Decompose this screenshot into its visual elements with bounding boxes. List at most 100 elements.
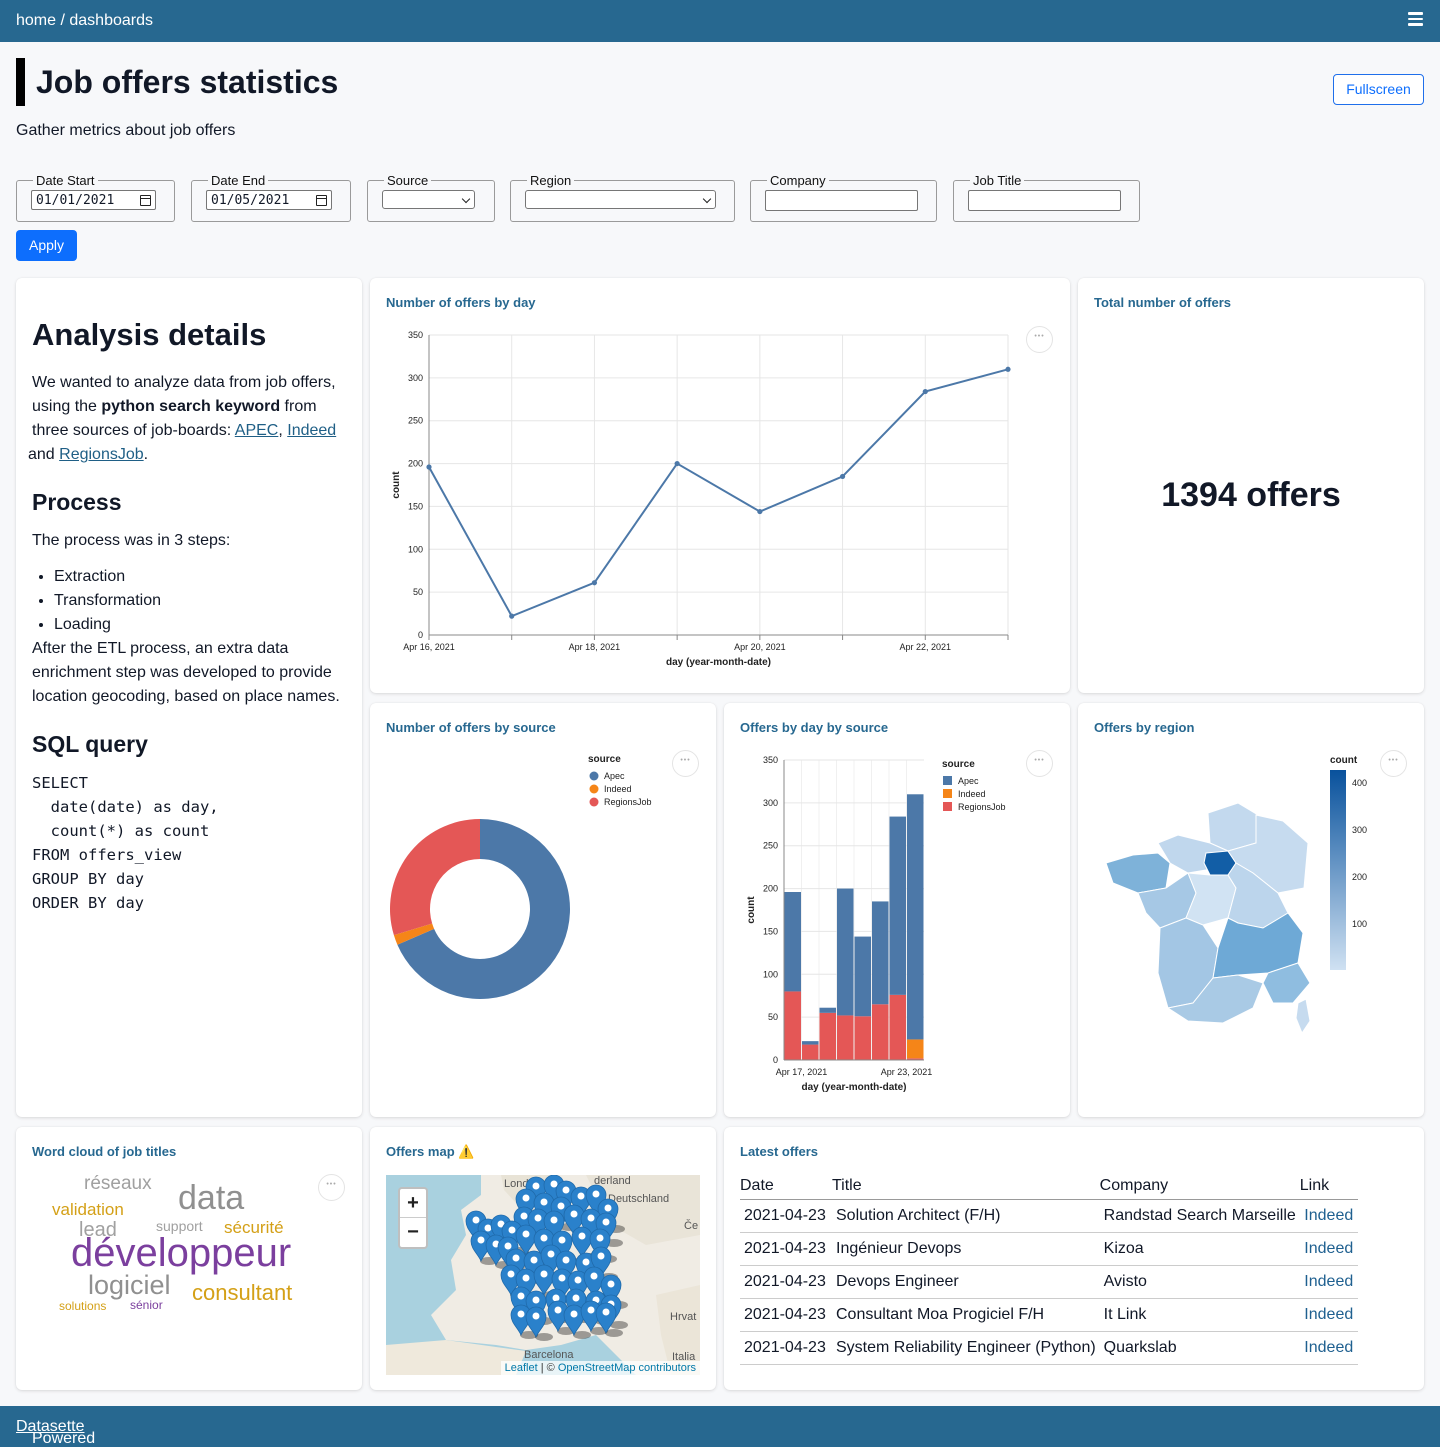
filter-company: Company: [750, 173, 937, 222]
map-marker-dot: [520, 1212, 528, 1220]
offers-map[interactable]: Londo derland Deutschland Če Hrvat Barce…: [386, 1175, 700, 1375]
map-marker-dot: [587, 1214, 595, 1222]
bar-segment: [784, 991, 801, 1060]
source-select[interactable]: [382, 190, 475, 209]
cell-link[interactable]: Indeed: [1299, 1199, 1358, 1233]
sql-heading: SQL query: [32, 731, 148, 757]
map-marker-pin-icon: [515, 1188, 537, 1221]
offers-by-day-title: Number of offers by day: [386, 295, 536, 310]
x-tick-label: Apr 17, 2021: [776, 1067, 828, 1077]
datasette-link[interactable]: Datasette: [16, 1418, 85, 1435]
breadcrumb-current: dashboards: [69, 12, 153, 29]
data-point: [674, 460, 680, 467]
intro-text: We wanted to analyze data from job offer…: [32, 374, 336, 415]
table-row: 2021-04-23 Devops Engineer Avisto Indeed: [740, 1265, 1358, 1299]
region-provence-alpes-cote-dazur[interactable]: [1262, 962, 1311, 1004]
cell-link[interactable]: Indeed: [1299, 1232, 1358, 1266]
cell-link[interactable]: Indeed: [1299, 1298, 1358, 1332]
hamburger-menu-icon[interactable]: [1408, 12, 1423, 26]
map-marker-dot: [596, 1234, 604, 1242]
indeed-link[interactable]: Indeed: [287, 422, 337, 439]
region-select[interactable]: [525, 190, 716, 209]
cell-date: 2021-04-23: [740, 1331, 832, 1365]
region-bretagne[interactable]: [1105, 852, 1171, 894]
footer-text: Powered by Datasette: [16, 1418, 95, 1447]
chart-actions-menu-icon[interactable]: [318, 1174, 345, 1201]
company-input[interactable]: [765, 190, 918, 211]
date-end-input[interactable]: 01/05/2021: [206, 190, 332, 210]
filter-date-start: Date Start 01/01/2021: [16, 173, 175, 222]
table-row: 2021-04-23 Ingénieur Devops Kizoa Indeed: [740, 1232, 1358, 1266]
map-marker-pin-icon: [551, 1268, 573, 1301]
y-tick-label: 200: [408, 459, 423, 469]
y-axis-title: count: [746, 896, 757, 924]
chart-actions-menu-icon[interactable]: [672, 750, 699, 777]
regionsjob-link[interactable]: RegionsJob: [59, 446, 144, 463]
word-cloud-card: Word cloud of job titles réseaux validati…: [16, 1127, 362, 1390]
fullscreen-button[interactable]: Fullscreen: [1333, 74, 1424, 105]
x-tick-label: Apr 20, 2021: [734, 642, 786, 652]
calendar-icon[interactable]: [316, 194, 327, 206]
intro-comma: ,: [278, 422, 288, 439]
y-tick-label: 50: [413, 587, 423, 597]
map-marker-dot: [517, 1310, 525, 1318]
cell-link[interactable]: Indeed: [1299, 1265, 1358, 1299]
leaflet-link[interactable]: Leaflet: [504, 1362, 538, 1374]
map-label: Če: [684, 1220, 699, 1232]
map-marker-dot: [587, 1306, 595, 1314]
date-start-input[interactable]: 01/01/2021: [31, 190, 156, 210]
footer: Powered by Datasette: [0, 1406, 1440, 1447]
intro-and: and: [28, 446, 60, 463]
zoom-out-button[interactable]: −: [407, 1221, 419, 1243]
map-label: Hrvat: [670, 1311, 697, 1323]
y-tick-label: 250: [763, 841, 778, 851]
map-marker-dot: [517, 1292, 525, 1300]
y-tick-label: 300: [763, 798, 778, 808]
column-header-link: Link: [1299, 1177, 1358, 1200]
map-marker-dot: [534, 1214, 542, 1222]
map-marker-dot: [504, 1242, 512, 1250]
legend-label: 400: [1352, 778, 1367, 788]
analysis-heading: Analysis details: [32, 317, 267, 352]
job-title-input[interactable]: [968, 190, 1121, 211]
filter-region: Region: [510, 173, 735, 222]
france-regions: [1105, 802, 1311, 1035]
map-zoom-control: + −: [398, 1187, 428, 1249]
map-marker-dot: [558, 1236, 566, 1244]
marker-shadow: [573, 1331, 591, 1339]
zoom-in-button[interactable]: +: [400, 1189, 426, 1218]
y-tick-label: 100: [408, 544, 423, 554]
word-cloud-word: support: [156, 1218, 203, 1234]
chart-actions-menu-icon[interactable]: [1026, 326, 1053, 353]
cell-title: Ingénieur Devops: [832, 1232, 1100, 1266]
cell-title: Solution Architect (F/H): [832, 1199, 1100, 1233]
cell-link[interactable]: Indeed: [1299, 1331, 1358, 1365]
word-cloud-word: validation: [52, 1200, 124, 1219]
map-label: derland: [594, 1175, 631, 1187]
legend-symbol: [943, 789, 952, 798]
calendar-icon[interactable]: [140, 194, 151, 206]
cell-company: Kizoa: [1099, 1232, 1300, 1266]
region-hauts-de-france[interactable]: [1207, 802, 1259, 852]
apec-link[interactable]: APEC: [234, 422, 279, 439]
analysis-markdown: Analysis details We wanted to analyze da…: [28, 316, 348, 915]
apply-button[interactable]: Apply: [16, 230, 77, 261]
chart-actions-menu-icon[interactable]: [1380, 750, 1407, 777]
x-tick-label: Apr 16, 2021: [403, 642, 455, 652]
filter-job-title-label: Job Title: [973, 173, 1022, 188]
filter-date-end-label: Date End: [211, 173, 266, 188]
word-cloud-word: développeur: [71, 1231, 292, 1275]
osm-link[interactable]: OpenStreetMap contributors: [557, 1362, 696, 1374]
legend-symbol: [589, 797, 599, 807]
chart-actions-menu-icon[interactable]: [1026, 750, 1053, 777]
legend-symbol: [589, 771, 599, 781]
y-tick-label: 50: [768, 1012, 778, 1022]
legend-title: source: [588, 754, 621, 765]
cell-date: 2021-04-23: [740, 1232, 832, 1266]
region-corse[interactable]: [1295, 998, 1311, 1035]
total-offers-value: 1394 offers: [1161, 476, 1341, 514]
map-markers[interactable]: [386, 1175, 700, 1375]
bar-segment: [819, 1007, 836, 1013]
breadcrumb-home-link[interactable]: home: [16, 12, 57, 29]
latest-offers-table: Date Title Company Link 2021-04-23 Soluti…: [740, 1177, 1358, 1365]
